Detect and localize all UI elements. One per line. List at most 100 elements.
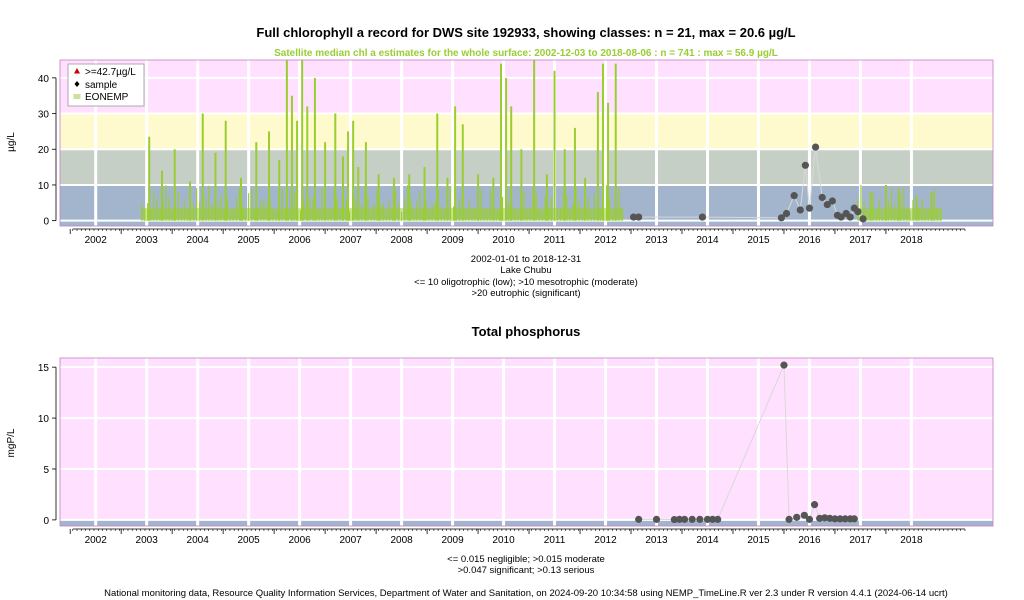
chart2-ytick-label: 10 [38,414,50,425]
chart2-xtick-label: 2012 [594,535,617,546]
legend-entry-eonemp: EONEMP [85,92,129,103]
chart2-sample-point [785,515,793,523]
chart2-xtick-label: 2016 [798,535,821,546]
chart2-sample-point [810,501,819,509]
chart2-xtick-label: 2014 [696,535,719,546]
chart2-xtick-label: 2010 [492,535,515,546]
chart2-xtick-label: 2005 [238,535,261,546]
chart2-xtick-label: 2011 [544,535,566,546]
chart2-xtick-label: 2002 [85,535,108,546]
chart1-sample-point [796,206,804,214]
chart2-sample-point [841,515,849,523]
chart2-ytick-label: 15 [38,363,50,374]
chart1-xtick-label: 2008 [390,235,413,246]
chart2-sample-point [714,515,722,523]
chart2-plot: 2002 2003 2004 2005 2006 2007 2008 2009 2010 2011… [38,357,994,546]
chart2-sample-point [850,515,858,523]
chart1-band-3 [60,60,993,114]
chart1-legend: >=42.7µg/L sample EONEMP [67,63,145,107]
chart2-sample-point [831,515,839,523]
chart1-sample-point [629,213,638,221]
chart2-sample-point [652,515,661,523]
chart2-sample-point [696,515,704,523]
chart2-sample-point [805,515,814,523]
chart2-sample-point [635,515,643,523]
chart2-sample-point [780,361,788,369]
chart1-band-2 [60,113,993,150]
chart2-band-1 [60,358,993,520]
legend-triangle-icon [74,68,80,74]
chart1-xtick-label: 2003 [136,235,159,246]
legend-entry-high: >=42.7µg/L [85,67,136,78]
chart2-sample-point [670,515,678,524]
chart1-sample-point [811,143,820,151]
chart1-sample-point [818,193,826,202]
chart2-xtick-label: 2006 [288,535,311,546]
chart1-xtick-label: 2016 [798,235,821,246]
chart1-class-caption-2: >20 eutrophic (significant) [471,288,580,299]
chart1-sample-point [828,197,837,205]
chart2-ylabel: mgP/L [6,428,17,457]
chart2-ytick-label: 0 [43,516,49,527]
chart2-xtick-label: 2017 [849,535,872,546]
chart1-sample-point [782,209,791,218]
chart1-xtick-label: 2010 [492,235,515,246]
chart1-band-1 [60,149,993,185]
chart1-sample-point [698,213,706,221]
chart2-band-0 [60,519,993,526]
chart1-ytick-label: 20 [38,145,50,156]
legend-entry-sample: sample [85,80,118,91]
chart2-class-caption-2: >0.047 significant; >0.13 serious [458,565,595,576]
chart1-class-caption-1: <= 10 oligotrophic (low); >10 mesotrophi… [414,277,638,288]
chart2-sample-point [708,515,717,523]
chart2-xtick-label: 2009 [441,535,464,546]
chart2-sample-point [688,515,696,523]
chart1-sample-point [854,208,862,216]
legend-square-icon [73,94,81,99]
chart2-sample-point [800,511,808,519]
chart1-ylabel: µg/L [6,132,17,152]
chart1-xtick-label: 2017 [849,235,872,246]
footer-credit: National monitoring data, Resource Quali… [104,588,948,599]
chart1-xtick-label: 2007 [339,235,362,246]
chart1-ytick-label: 10 [38,181,50,192]
chart1-sample-point [846,213,854,221]
chart1-xtick-label: 2011 [544,235,566,246]
legend-box [67,63,145,107]
chart2-xtick-label: 2018 [900,535,923,546]
chart1-xtick-label: 2013 [645,235,668,246]
chart2-sample-point [793,513,801,521]
chart1-xtick-label: 2002 [85,235,108,246]
chart1-ytick-label: 0 [43,217,49,228]
chart1-xtick-label: 2009 [441,235,464,246]
chart1-plot: 2002 2003 2004 2005 2006 2007 2008 2009 2010 2011… [38,59,994,246]
chart2-xtick-label: 2008 [390,535,413,546]
chart1-frame [59,59,994,227]
legend-diamond-icon [74,81,80,87]
chart1-sample-point [635,213,643,221]
chart1-xtick-label: 2004 [187,235,210,246]
chart1-xtick-label: 2012 [594,235,617,246]
chart2-ytick-label: 5 [43,465,49,476]
chart1-sample-point [823,200,831,209]
chart1-sample-point [837,213,845,221]
chart1-xtick-label: 2006 [288,235,311,246]
chart2-xtick-label: 2007 [339,535,362,546]
chart2-xtick-label: 2003 [136,535,159,546]
chart2-xtick-label: 2015 [747,535,770,546]
chart2-frame [59,357,994,527]
chart1-xtick-label: 2018 [900,235,923,246]
chart2-title: Total phosphorus [472,324,581,339]
chart1-xtick-label: 2014 [696,235,719,246]
chart1-title: Full chlorophyll a record for DWS site 1… [256,25,795,40]
chart2-xtick-label: 2004 [187,535,210,546]
chart1-ytick-label: 40 [38,74,50,85]
chart2-sample-point [703,515,712,523]
chart1-xtick-label: 2015 [747,235,770,246]
chart1-sample-point [805,204,814,212]
chart1-sample-point [801,161,809,169]
chart2-sample-point [675,515,684,523]
chart1-sample-point [790,192,798,200]
chart1-xtick-label: 2005 [238,235,261,246]
